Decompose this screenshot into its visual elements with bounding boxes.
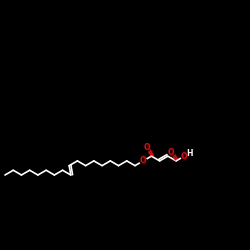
Circle shape: [168, 150, 174, 156]
Circle shape: [187, 151, 192, 156]
Text: O: O: [168, 148, 174, 157]
Circle shape: [140, 158, 146, 164]
Text: O: O: [181, 152, 188, 161]
Text: O: O: [140, 156, 146, 166]
Circle shape: [181, 153, 188, 159]
Circle shape: [144, 145, 150, 151]
Text: O: O: [144, 144, 150, 152]
Text: H: H: [186, 149, 192, 158]
